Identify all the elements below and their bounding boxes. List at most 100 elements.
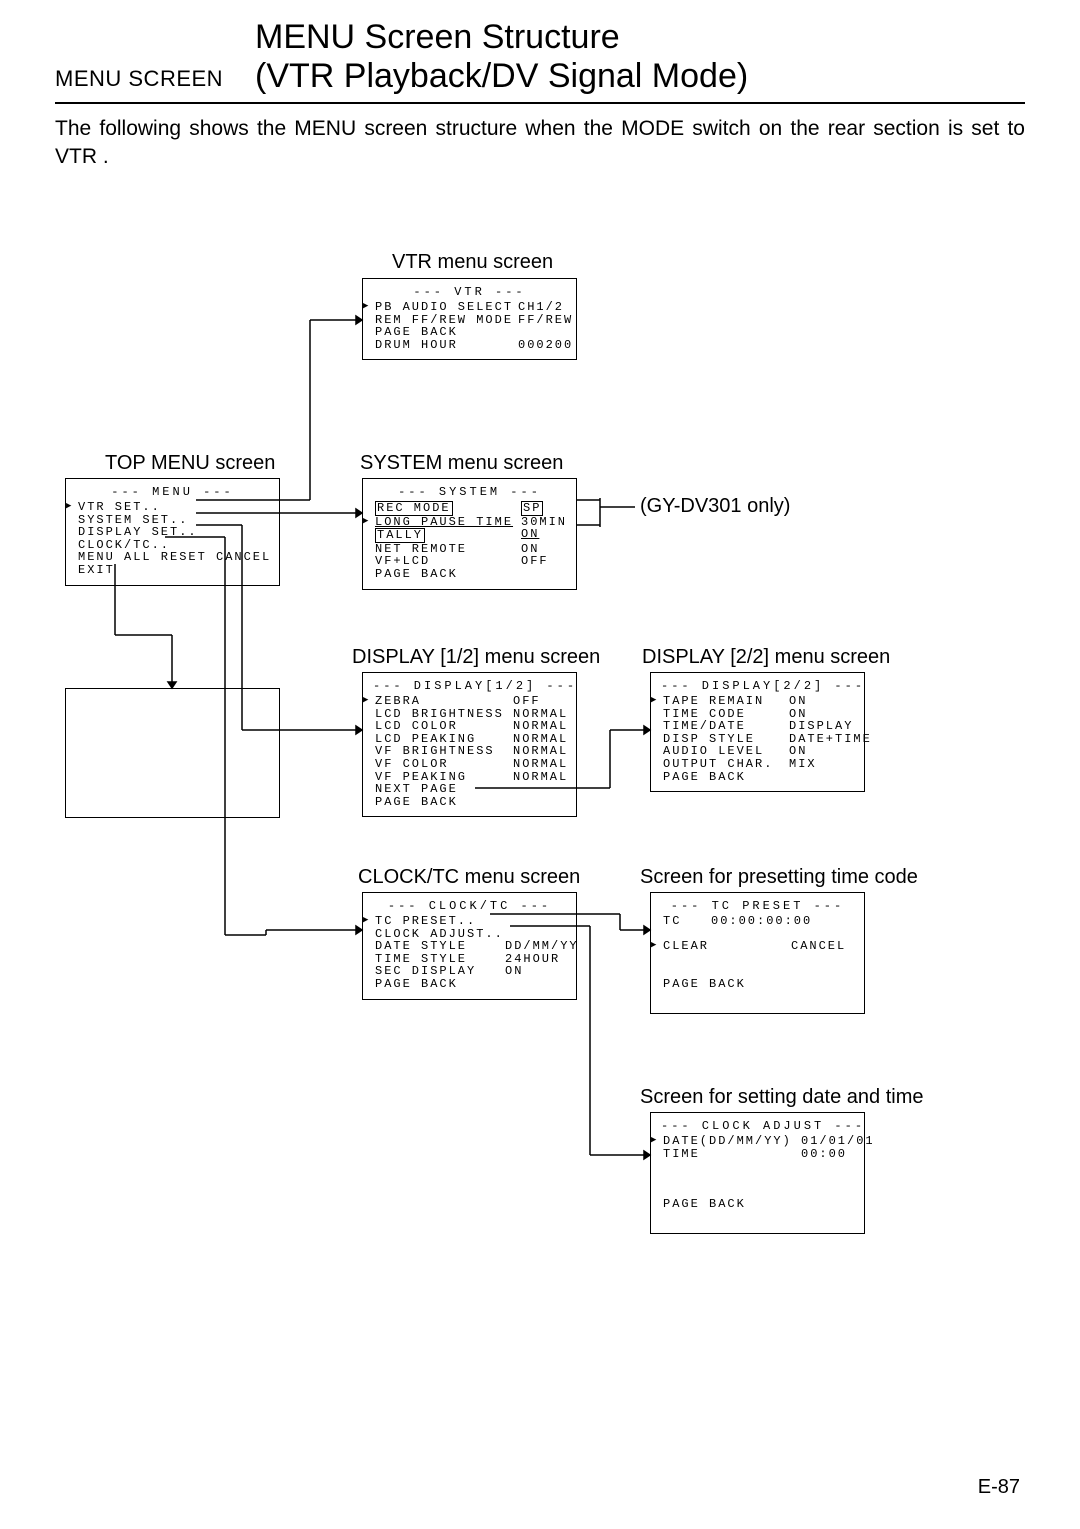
- display1-line-key: VF COLOR: [375, 758, 449, 771]
- vtr-title: --- VTR ---: [373, 285, 566, 299]
- page-titles: MENU Screen Structure (VTR Playback/DV S…: [255, 18, 1025, 96]
- display2-line-key: TAPE REMAIN: [663, 695, 764, 708]
- system-line-key: LONG PAUSE TIME: [375, 516, 513, 529]
- display1-line-key: ZEBRA: [375, 695, 421, 708]
- vtr-line-key: PB AUDIO SELECT: [375, 301, 513, 314]
- tc_preset-line-key: CLEAR: [663, 940, 709, 953]
- vtr-line-key: DRUM HOUR: [375, 339, 458, 352]
- caption-top: TOP MENU screen: [105, 452, 275, 475]
- caption-vtr: VTR menu screen: [392, 251, 553, 274]
- clock-menu-box: --- CLOCK/TC ---TC PRESET..CLOCK ADJUST.…: [362, 892, 577, 1000]
- section-label: MENU SCREEN: [55, 66, 223, 92]
- tc_preset-line-value: CANCEL: [791, 940, 846, 953]
- clock-line: PAGE BACK: [373, 978, 566, 991]
- system-line-key: TALLY: [375, 528, 425, 543]
- display2-line-value: ON: [789, 695, 807, 708]
- display2-title: --- DISPLAY[2/2] ---: [661, 679, 854, 693]
- system-line-key: PAGE BACK: [375, 568, 458, 581]
- display2-line-key: PAGE BACK: [663, 771, 746, 784]
- top-line-key: EXIT: [78, 564, 115, 577]
- system-title: --- SYSTEM ---: [373, 485, 566, 499]
- tc_preset-line: TC 00:00:00:00: [661, 915, 854, 928]
- display1-line: NEXT PAGE: [373, 783, 566, 796]
- display2-line: TIME/DATEDISPLAY: [661, 720, 854, 733]
- clock_adjust-line: DATE(DD/MM/YY)01/01/01: [661, 1135, 854, 1148]
- tc-preset-box: --- TC PRESET --- TC 00:00:00:00 CLEAR CANC…: [650, 892, 865, 1014]
- display2-line: TAPE REMAIN ON: [661, 695, 854, 708]
- display1-line: VF COLOR NORMAL: [373, 758, 566, 771]
- clock_adjust-line: TIME00:00: [661, 1148, 854, 1161]
- display1-line-key: PAGE BACK: [375, 796, 458, 809]
- tc_preset-line-key: TC: [663, 915, 681, 928]
- system-menu-box: --- SYSTEM ---REC MODESPLONG PAUSE TIME3…: [362, 478, 577, 590]
- display1-menu-box: --- DISPLAY[1/2] ---ZEBRAOFFLCD BRIGHTNE…: [362, 672, 577, 817]
- system-line-key: REC MODE: [375, 501, 453, 516]
- normal-screen-box: [65, 688, 280, 818]
- system-line-value: ON: [521, 528, 539, 541]
- system-line: TALLY ON: [373, 528, 566, 543]
- display1-line: LCD COLORNORMAL: [373, 720, 566, 733]
- tc_preset-line: PAGE BACK: [661, 978, 854, 991]
- top-line: VTR SET..: [76, 501, 269, 514]
- vtr-menu-box: --- VTR ---PB AUDIO SELECTCH1/2REM FF/RE…: [362, 278, 577, 360]
- display1-line: ZEBRA OFF: [373, 695, 566, 708]
- page-header: MENU SCREEN MENU Screen Structure (VTR P…: [55, 18, 1025, 104]
- vtr-line-value: CH1/2: [518, 301, 564, 314]
- page-number: E-87: [978, 1476, 1020, 1499]
- display2-line: PAGE BACK: [661, 771, 854, 784]
- display1-line-key: LCD COLOR: [375, 720, 458, 733]
- clock-line: TC PRESET..: [373, 915, 566, 928]
- clock-adjust-box: --- CLOCK ADJUST ---DATE(DD/MM/YY)01/01/…: [650, 1112, 865, 1234]
- system-line: PAGE BACK: [373, 568, 566, 581]
- top-line: DISPLAY SET..: [76, 526, 269, 539]
- caption-display2: DISPLAY [2/2] menu screen: [642, 646, 890, 669]
- tc_preset-title: --- TC PRESET ---: [661, 899, 854, 913]
- vtr-line: DRUM HOUR000200: [373, 339, 566, 352]
- display1-line: PAGE BACK: [373, 796, 566, 809]
- clock_adjust-line: [661, 1173, 854, 1186]
- top-title: --- MENU ---: [76, 485, 269, 499]
- display1-line-key: NEXT PAGE: [375, 783, 458, 796]
- vtr-line: PB AUDIO SELECT CH1/2: [373, 301, 566, 314]
- system-line-value: SP: [521, 501, 543, 516]
- clock_adjust-line-value: 00:00: [801, 1148, 847, 1161]
- system-line: REC MODE SP: [373, 501, 566, 516]
- system-line-value: OFF: [521, 555, 549, 568]
- clock-line-key: DATE STYLE: [375, 940, 467, 953]
- intro-paragraph: The following shows the MENU screen stru…: [55, 115, 1025, 172]
- clock-line-value: ON: [505, 965, 523, 978]
- clock_adjust-line: [661, 1160, 854, 1173]
- display2-line-value: MIX: [789, 758, 817, 771]
- display1-line-value: OFF: [513, 695, 541, 708]
- clock-line: DATE STYLEDD/MM/YY: [373, 940, 566, 953]
- title-line-2: (VTR Playback/DV Signal Mode): [255, 57, 1025, 96]
- top-line-key: VTR SET..: [78, 501, 161, 514]
- tc_preset-line-value: 00:00:00:00: [711, 915, 812, 928]
- caption-tc-preset: Screen for presetting time code: [640, 866, 918, 889]
- display2-line: OUTPUT CHAR.MIX: [661, 758, 854, 771]
- clock_adjust-line: PAGE BACK: [661, 1198, 854, 1211]
- caption-display1: DISPLAY [1/2] menu screen: [352, 646, 600, 669]
- gy-note: (GY-DV301 only): [640, 495, 790, 518]
- clock_adjust-line-key: PAGE BACK: [663, 1198, 746, 1211]
- clock-line-key: PAGE BACK: [375, 978, 458, 991]
- vtr-line-key: PAGE BACK: [375, 326, 458, 339]
- vtr-line-value: FF/REW: [518, 314, 573, 327]
- top-line: EXIT: [76, 564, 269, 577]
- clock-title: --- CLOCK/TC ---: [373, 899, 566, 913]
- title-line-1: MENU Screen Structure: [255, 18, 1025, 57]
- display1-line-value: NORMAL: [513, 758, 568, 771]
- display2-menu-box: --- DISPLAY[2/2] ---TAPE REMAINONTIME CO…: [650, 672, 865, 792]
- tc_preset-line: [661, 953, 854, 966]
- caption-clock: CLOCK/TC menu screen: [358, 866, 580, 889]
- tc_preset-line-key: PAGE BACK: [663, 978, 746, 991]
- top-line-value: CANCEL: [216, 551, 271, 564]
- clock_adjust-line-key: [663, 1160, 672, 1173]
- display1-line-value: NORMAL: [513, 771, 568, 784]
- caption-clock-adjust: Screen for setting date and time: [640, 1086, 924, 1109]
- caption-system: SYSTEM menu screen: [360, 452, 563, 475]
- clock-line-value: DD/MM/YY: [505, 940, 579, 953]
- display2-line-value: DISPLAY: [789, 720, 853, 733]
- display1-title: --- DISPLAY[1/2] ---: [373, 679, 566, 693]
- clock_adjust-line-value: 01/01/01: [801, 1135, 875, 1148]
